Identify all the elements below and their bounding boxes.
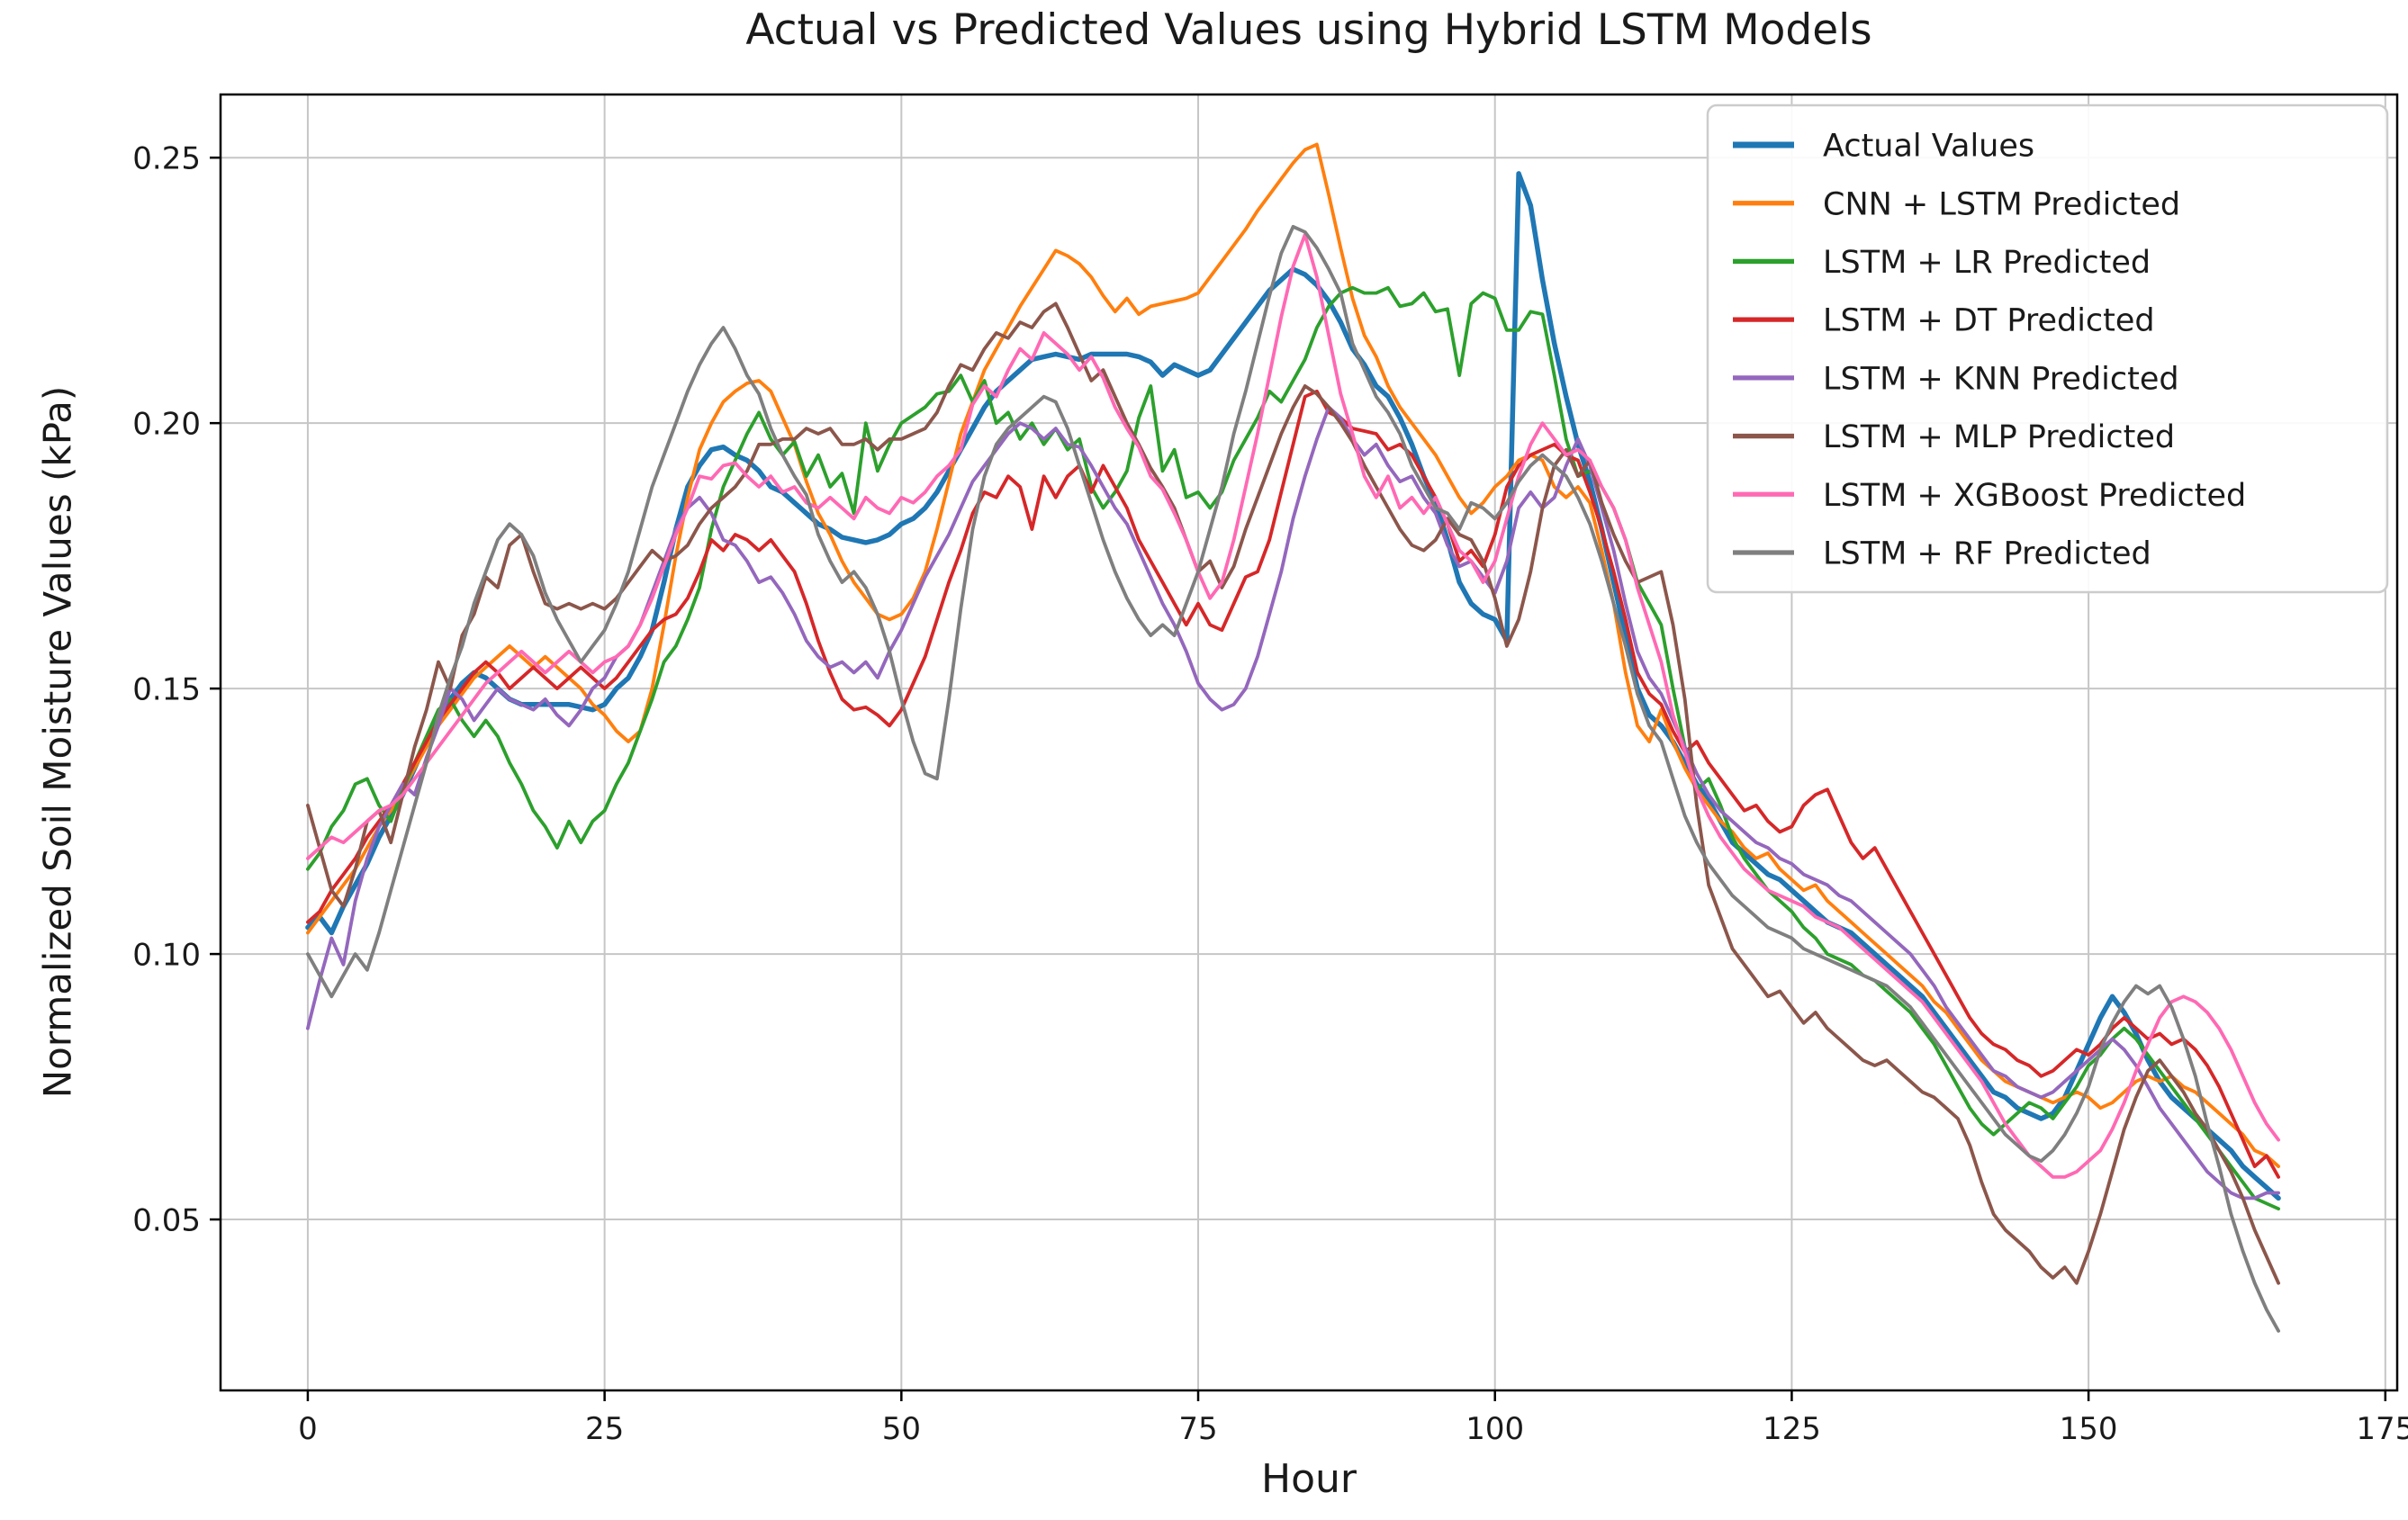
series-line-lstm-lr-predicted bbox=[305, 285, 2281, 1211]
series-line-lstm-rf-predicted bbox=[305, 224, 2281, 1333]
legend-label-1: Actual Values bbox=[1823, 129, 2034, 165]
x-tick-label: 75 bbox=[1178, 1411, 1217, 1447]
x-tick-label: 125 bbox=[1763, 1411, 1821, 1447]
legend-label-8: LSTM + RF Predicted bbox=[1823, 536, 2151, 572]
legend-box bbox=[1706, 103, 2389, 594]
series-line-lstm-dt-predicted bbox=[305, 389, 2281, 1179]
legend-label-7: LSTM + XGBoost Predicted bbox=[1823, 478, 2246, 514]
legend-label-5: LSTM + KNN Predicted bbox=[1823, 361, 2179, 397]
y-tick-label: 0.05 bbox=[132, 1202, 201, 1238]
y-tick-label: 0.15 bbox=[132, 671, 201, 707]
y-tick-label: 0.20 bbox=[132, 406, 201, 442]
y-tick-label: 0.10 bbox=[132, 937, 201, 973]
x-tick-label: 25 bbox=[585, 1411, 624, 1447]
series-line-lstm-xgboost-predicted bbox=[305, 232, 2281, 1179]
x-tick-label: 100 bbox=[1466, 1411, 1524, 1447]
x-axis-label: Hour bbox=[1261, 1456, 1357, 1502]
series-line-cnn-lstm-predicted bbox=[305, 142, 2281, 1168]
x-tick-label: 50 bbox=[882, 1411, 921, 1447]
series-line-lstm-mlp-predicted bbox=[305, 301, 2281, 1285]
chart-title: Actual vs Predicted Values using Hybrid … bbox=[745, 5, 1872, 55]
legend-label-2: CNN + LSTM Predicted bbox=[1823, 186, 2180, 222]
legend-label-6: LSTM + MLP Predicted bbox=[1823, 419, 2175, 455]
x-tick-label: 175 bbox=[2356, 1411, 2408, 1447]
axes-frame bbox=[219, 93, 2399, 1392]
series-line-actual-values bbox=[305, 171, 2281, 1201]
legend-label-3: LSTM + LR Predicted bbox=[1823, 245, 2151, 281]
legend-label-4: LSTM + DT Predicted bbox=[1823, 303, 2155, 339]
y-tick-label: 0.25 bbox=[132, 140, 201, 176]
x-tick-label: 150 bbox=[2060, 1411, 2118, 1447]
x-tick-label: 0 bbox=[298, 1411, 318, 1447]
